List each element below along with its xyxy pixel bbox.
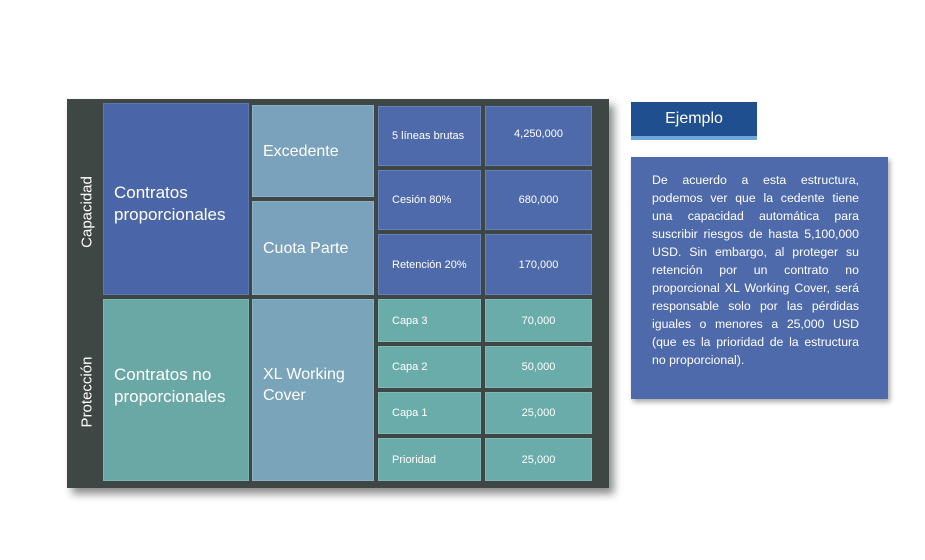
example-description-text: De acuerdo a esta estructura, podemos ve… <box>652 173 859 367</box>
protection-row-label-3: Prioridad <box>378 438 481 481</box>
protection-side-label: Protección <box>78 356 96 428</box>
cuota-parte-cell: Cuota Parte <box>252 201 374 295</box>
protection-row-value-0: 70,000 <box>485 299 592 342</box>
capacity-row-2-text: Retención 20% <box>392 258 467 271</box>
capacity-row-value-1: 680,000 <box>485 170 592 230</box>
capacity-row-2-value: 170,000 <box>518 258 559 271</box>
capacity-row-1-text: Cesión 80% <box>392 194 452 206</box>
structure-diagram: Capacidad Protección Contratos proporcio… <box>67 99 609 488</box>
protection-row-value-1: 50,000 <box>485 346 592 388</box>
capacity-row-label-0: 5 líneas brutas <box>378 106 481 166</box>
non-proportional-contracts-cell: Contratos no proporcionales <box>103 299 249 481</box>
non-proportional-contracts-label: Contratos no proporcionales <box>114 365 226 406</box>
cuota-parte-label: Cuota Parte <box>263 239 349 257</box>
capacity-row-label-1: Cesión 80% <box>378 170 481 230</box>
protection-row-value-3: 25,000 <box>485 438 592 481</box>
capacity-row-0-text: 5 líneas brutas <box>392 130 465 142</box>
protection-row-0-text: Capa 3 <box>392 314 428 327</box>
protection-row-label-2: Capa 1 <box>378 392 481 434</box>
capacity-row-1-value: 680,000 <box>518 194 559 206</box>
capacity-row-value-0: 4,250,000 <box>485 106 592 166</box>
protection-row-0-value: 70,000 <box>521 314 556 327</box>
capacity-side-label: Capacidad <box>78 176 96 248</box>
protection-row-1-value: 50,000 <box>521 361 556 373</box>
capacity-row-value-2: 170,000 <box>485 234 592 295</box>
protection-row-3-text: Prioridad <box>392 453 437 466</box>
capacity-row-label-2: Retención 20% <box>378 234 481 295</box>
xl-working-cover-label: XL Working Cover <box>263 366 345 404</box>
proportional-contracts-cell: Contratos proporcionales <box>103 103 249 295</box>
example-title-text: Ejemplo <box>665 110 723 127</box>
xl-working-cover-cell: XL Working Cover <box>252 299 374 481</box>
capacity-row-0-value: 4,250,000 <box>514 127 563 140</box>
example-description-box: De acuerdo a esta estructura, podemos ve… <box>631 157 888 399</box>
protection-row-value-2: 25,000 <box>485 392 592 434</box>
protection-row-3-value: 25,000 <box>521 453 556 466</box>
protection-row-2-value: 25,000 <box>521 407 556 419</box>
excedente-label: Excedente <box>263 142 339 160</box>
proportional-contracts-label: Contratos proporcionales <box>114 183 226 224</box>
excedente-cell: Excedente <box>252 105 374 197</box>
protection-row-1-text: Capa 2 <box>392 361 428 373</box>
protection-row-label-0: Capa 3 <box>378 299 481 342</box>
protection-row-2-text: Capa 1 <box>392 407 428 419</box>
example-title: Ejemplo <box>631 102 757 140</box>
protection-row-label-1: Capa 2 <box>378 346 481 388</box>
